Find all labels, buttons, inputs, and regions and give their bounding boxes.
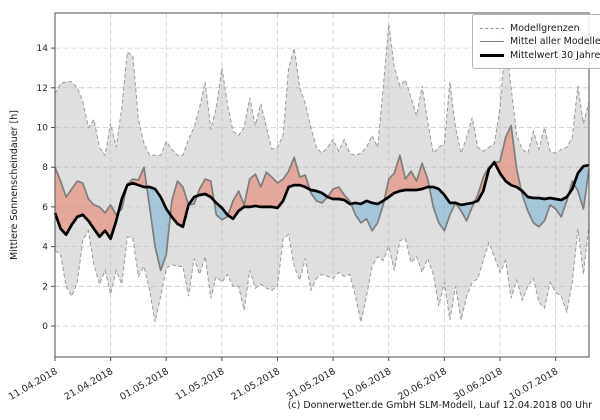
y-tick-label: 6 (42, 203, 48, 213)
y-tick-label: 14 (37, 44, 49, 54)
x-tick-label: 01.05.2018 (118, 366, 171, 403)
x-tick-label: 31.05.2018 (285, 366, 338, 403)
x-tick-label: 10.06.2018 (341, 366, 394, 403)
legend-item-mittel-aller-modelle: Mittel aller Modelle (480, 36, 600, 47)
y-tick-label: 12 (37, 84, 48, 94)
model-lower-bound-line (54, 224, 590, 323)
below-climate-fill (55, 162, 588, 271)
y-tick-label: 0 (42, 322, 48, 332)
legend-mean-line-swatch (480, 41, 504, 42)
y-tick-label: 8 (42, 163, 48, 173)
x-tick-label: 10.07.2018 (508, 366, 561, 403)
x-tick-label: 11.05.2018 (174, 366, 227, 403)
plot-border (54, 12, 590, 358)
model-range-band (55, 24, 589, 323)
legend-item-mittelwert-30-jahre: Mittelwert 30 Jahre (480, 50, 600, 61)
legend: Modellgrenzen Mittel aller Modelle Mitte… (472, 14, 600, 69)
legend-item-modellgrenzen: Modellgrenzen (480, 23, 600, 34)
x-tick-label: 20.06.2018 (396, 366, 449, 403)
x-tick-label: 21.04.2018 (63, 366, 116, 403)
y-axis-label: Mittlere Sonnenscheindauer [h] (9, 110, 20, 260)
legend-climate-line-swatch (480, 53, 504, 57)
model-mean-line (54, 124, 590, 272)
legend-label: Modellgrenzen (510, 22, 580, 34)
legend-label: Mittelwert 30 Jahre (510, 49, 600, 61)
climate-mean-line (53, 160, 590, 241)
legend-dashed-line-swatch (480, 27, 504, 29)
model-upper-bound-line (54, 24, 590, 157)
copyright-caption: (c) Donnerwetter.de GmbH SLM-Modell, Lau… (287, 400, 592, 411)
legend-label: Mittel aller Modelle (510, 36, 600, 47)
y-tick-label: 4 (42, 243, 48, 253)
y-tick-label: 10 (37, 124, 49, 134)
above-climate-fill (55, 125, 588, 239)
x-tick-label: 30.06.2018 (452, 366, 505, 403)
x-tick-label: 11.04.2018 (7, 366, 60, 403)
y-tick-label: 2 (42, 282, 48, 292)
x-tick-label: 21.05.2018 (229, 366, 282, 403)
